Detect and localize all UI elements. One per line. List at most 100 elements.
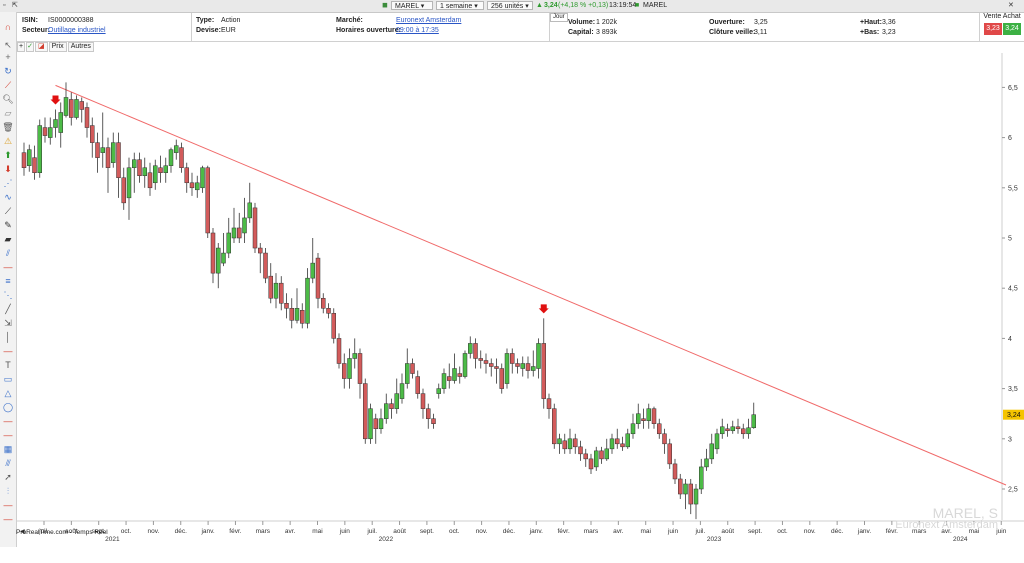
candle-body (594, 450, 599, 468)
candle-body (399, 383, 405, 399)
segment-icon[interactable]: ⟋ (4, 206, 12, 216)
x-tick-label: avr. (613, 528, 624, 535)
horizontal-line-icon[interactable]: ― (3, 262, 13, 272)
top-toolbar: ▫ ⇱ ◼ MAREL ▾ 1 semaine ▾ 256 unités ▾ ▲… (0, 0, 1024, 13)
sell-arrow-icon[interactable]: ⬇︎ (4, 164, 12, 174)
rectangle-icon[interactable]: ▭ (3, 374, 13, 384)
candle-body (373, 418, 378, 430)
channel-icon[interactable]: ⫽ (5, 248, 10, 258)
candle (735, 418, 741, 434)
support-icon[interactable]: ― (3, 416, 13, 426)
period-dropdown[interactable]: 1 semaine ▾ (436, 1, 484, 10)
vertical-line-icon[interactable]: │ (5, 332, 11, 342)
ruler-icon[interactable]: ▱ (4, 108, 12, 118)
tab-prices[interactable]: Prix (48, 42, 67, 52)
magnet-icon[interactable]: ∩ (4, 22, 12, 32)
candle-body (168, 149, 174, 166)
lock-icon[interactable]: ◼ (382, 2, 388, 9)
candle-body (126, 167, 132, 199)
buy-arrow-icon[interactable]: ⬆︎ (4, 150, 12, 160)
zoom-icon[interactable]: 🔍︎ (2, 94, 14, 104)
sell-button[interactable]: 3,23 (984, 23, 1002, 35)
arrow-tool-icon[interactable]: ➚ (4, 472, 12, 482)
candle (357, 348, 363, 399)
candle (205, 165, 210, 238)
alarm-line-icon[interactable]: ― (3, 514, 13, 524)
trendline-tool-icon[interactable]: ⟋ (4, 80, 12, 90)
level-icon[interactable]: ― (3, 346, 13, 356)
market-link[interactable]: Euronext Amsterdam (396, 17, 462, 24)
x-tick-label: sept. (420, 528, 434, 535)
candle-body (730, 426, 735, 432)
ellipse-icon[interactable]: ◯ (2, 402, 14, 412)
candle (321, 293, 326, 314)
candle-body (688, 483, 693, 505)
x-tick-label: nov. (804, 528, 816, 535)
candle-body (179, 147, 184, 168)
candle (252, 202, 258, 254)
candle-body (258, 247, 263, 254)
day-tab[interactable]: Jour (550, 13, 568, 22)
crosshair-icon[interactable]: + (5, 52, 11, 62)
type-value: Action (221, 17, 241, 24)
candle-body (599, 450, 604, 460)
candle (389, 398, 394, 419)
candle-body (436, 388, 441, 394)
rotate-icon[interactable]: ↻ (4, 66, 12, 76)
x-tick-label: sept. (92, 528, 106, 535)
resistance-trendline (55, 84, 1007, 486)
symbol-dropdown[interactable]: MAREL ▾ (391, 1, 433, 10)
plot-area (17, 53, 1002, 520)
x-tick-label: oct. (121, 528, 132, 535)
pen-icon[interactable]: ✎ (4, 220, 12, 230)
gann-icon[interactable]: ⫶ (6, 486, 10, 496)
pattern-icon[interactable]: ⋰ (3, 178, 13, 188)
cursor-icon[interactable]: ↖ (4, 40, 12, 50)
triangle-icon[interactable]: △ (4, 388, 12, 398)
candle-body (378, 418, 384, 430)
candle-body (704, 458, 709, 468)
detach-icon[interactable]: ⇱ (12, 2, 18, 9)
candle (520, 356, 525, 377)
candle (132, 152, 137, 193)
candle (588, 453, 594, 474)
open-value: 3,25 (754, 19, 768, 26)
close-icon[interactable]: ✕ (1008, 2, 1014, 9)
resistance-icon[interactable]: ― (3, 430, 13, 440)
indicator-icon[interactable]: ◪ (35, 42, 48, 52)
units-dropdown[interactable]: 256 unités ▾ (487, 1, 533, 10)
eraser-icon[interactable]: ▰ (4, 234, 12, 244)
sector-link[interactable]: Outillage industriel (48, 27, 106, 34)
candle-body (53, 119, 58, 128)
wave-icon[interactable]: ∿ (4, 192, 12, 202)
candle-body (231, 227, 237, 239)
fan-icon[interactable]: ⋱ (3, 290, 13, 300)
candle (158, 155, 163, 183)
measure-icon[interactable]: ⇲ (4, 318, 12, 328)
add-icon[interactable]: + (17, 42, 25, 52)
x-tick-label: juin (339, 528, 351, 535)
tab-others[interactable]: Autres (67, 42, 94, 52)
fibonacci-icon[interactable]: ≡ (5, 276, 11, 286)
candle-body (279, 282, 284, 304)
candle-body (667, 443, 672, 465)
ray-icon[interactable]: ╱ (5, 304, 11, 314)
text-tool-icon[interactable]: T (5, 360, 11, 370)
trash-icon[interactable]: 🗑︎ (2, 122, 14, 132)
candle-body (604, 448, 609, 460)
window-icon[interactable]: ▫ (3, 2, 6, 9)
x-tick-label: juin (667, 528, 679, 535)
buy-button[interactable]: 3,24 (1003, 23, 1021, 35)
alert-icon[interactable]: ⚠︎ (3, 136, 13, 146)
candle (95, 132, 100, 173)
grid-tool-icon[interactable]: ▦ (3, 444, 13, 454)
candle-body (504, 353, 510, 384)
candle-body (420, 393, 426, 409)
hours-link[interactable]: 09:00 à 17:35 (396, 27, 439, 34)
last-price-tag (1003, 409, 1024, 420)
price-line-icon[interactable]: ― (3, 500, 13, 510)
candle (462, 350, 468, 379)
regression-icon[interactable]: ⫻ (5, 458, 11, 468)
check-icon[interactable]: ✓ (26, 42, 34, 52)
